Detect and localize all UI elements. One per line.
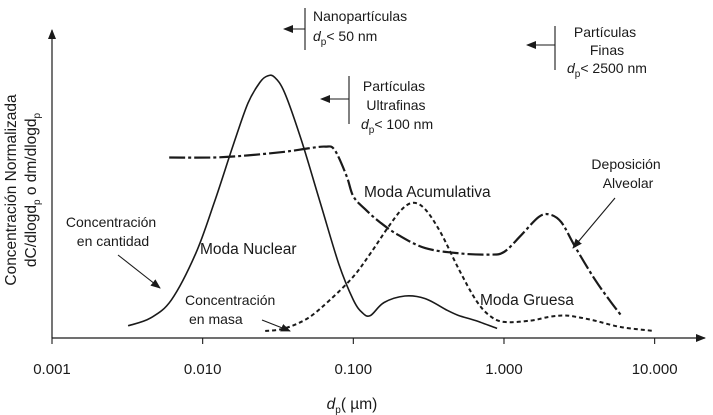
label-moda-nuclear: Moda Nuclear (200, 241, 297, 258)
series-line-long-dash (169, 145, 623, 317)
y-axis-title-part: p (32, 199, 43, 205)
leader-concentracion-cantidad (117, 254, 161, 289)
x-tick-label: 0.010 (184, 361, 222, 378)
label-moda-gruesa: Moda Gruesa (480, 292, 574, 309)
label-deposicion-alveolar: Deposición Alveolar (591, 156, 664, 191)
y-axis-title-part: p (32, 112, 43, 118)
leader-lines (117, 8, 616, 332)
leader-concentracion-masa (261, 319, 291, 332)
label-concentracion-masa: Concentración en masa (185, 292, 279, 327)
y-axis-title: Concentración Normalizada dC/dlogdp o dm… (3, 94, 43, 286)
annotations: Moda Nuclear Moda Acumulativa Moda Grues… (66, 8, 664, 327)
label-nanoparticulas: Nanopartículas (313, 8, 407, 24)
series-line-short-dash (265, 201, 655, 332)
label-concentracion-cantidad: Concentración en cantidad (66, 214, 160, 249)
y-axis-title-part: dC/dlogd (23, 205, 40, 267)
label-moda-acumulativa: Moda Acumulativa (364, 184, 491, 201)
y-axis-title-line1: Concentración Normalizada (3, 94, 20, 286)
x-tick-label: 0.100 (335, 361, 373, 378)
label-nanoparticulas-size: dp< 50 nm (313, 28, 377, 48)
label-ultrafinas: Partículas Ultrafinas (363, 78, 429, 113)
y-axis-title-part: o dm/dlogd (23, 118, 40, 199)
y-axis-title-line2: dC/dlogdp o dm/dlogdp (23, 112, 43, 267)
x-tick-label: 10.000 (632, 361, 678, 378)
label-finas-size: dp< 2500 nm (567, 60, 647, 80)
x-tick-label: 1.000 (485, 361, 523, 378)
curves (127, 74, 655, 332)
label-ultrafinas-size: dp< 100 nm (361, 116, 433, 136)
series-line-solid (127, 74, 498, 330)
label-finas: Partículas Finas (574, 24, 640, 58)
x-tick-label: 0.001 (33, 361, 71, 378)
x-ticks: 0.001 0.010 0.100 1.000 10.000 (33, 338, 678, 378)
leader-deposicion-alveolar (572, 197, 616, 249)
x-axis-title: dp( µm) (327, 396, 378, 415)
